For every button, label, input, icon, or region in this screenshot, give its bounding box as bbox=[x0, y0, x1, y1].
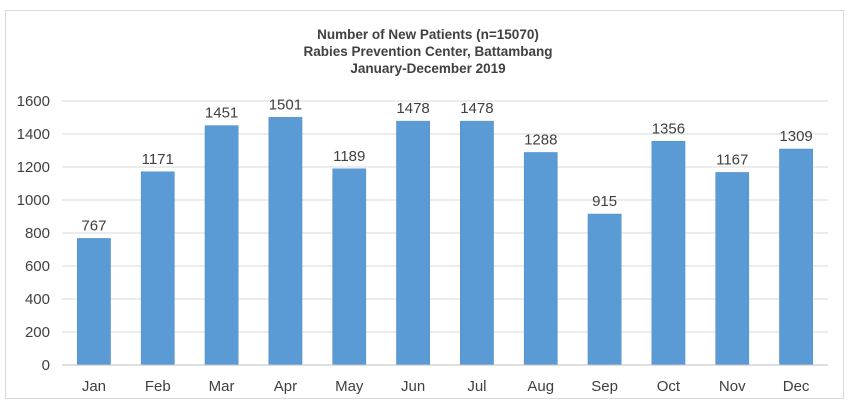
data-label: 1451 bbox=[205, 105, 238, 122]
data-label: 1356 bbox=[652, 120, 685, 137]
data-labels: 767 1171 1451 1501 1189 1478 1478 1288 915 1356 11… bbox=[81, 96, 812, 234]
bar-feb bbox=[140, 171, 175, 366]
x-tick-label: May bbox=[335, 378, 364, 395]
x-tick-label: Jun bbox=[401, 378, 425, 395]
data-label: 1478 bbox=[460, 100, 493, 117]
y-tick-label: 1200 bbox=[17, 159, 50, 176]
data-label: 1288 bbox=[524, 131, 557, 148]
x-tick-label: Nov bbox=[719, 378, 746, 395]
bar-mar bbox=[204, 125, 239, 366]
x-tick-label: Sep bbox=[591, 378, 618, 395]
y-tick-label: 600 bbox=[25, 258, 50, 275]
data-label: 767 bbox=[81, 217, 106, 234]
y-axis-tick-labels: 0 200 400 600 800 1000 1200 1400 1600 bbox=[17, 93, 50, 374]
bars bbox=[77, 117, 813, 366]
data-label: 1171 bbox=[142, 151, 174, 168]
chart-title-line-3: January-December 2019 bbox=[350, 61, 505, 76]
data-label: 1309 bbox=[779, 128, 812, 145]
chart-title-line-2: Rabies Prevention Center, Battambang bbox=[303, 44, 552, 59]
bar-aug bbox=[523, 152, 558, 366]
chart-title-line-1: Number of New Patients (n=15070) bbox=[317, 27, 539, 42]
bar-sep bbox=[587, 213, 622, 366]
y-tick-label: 1000 bbox=[17, 192, 50, 209]
y-tick-label: 1400 bbox=[17, 126, 50, 143]
bar-dec bbox=[779, 148, 813, 366]
bar-jul bbox=[460, 120, 494, 366]
x-tick-label: Feb bbox=[145, 378, 171, 395]
bar-may bbox=[332, 168, 367, 366]
y-tick-label: 0 bbox=[42, 357, 50, 374]
gridlines bbox=[62, 100, 828, 333]
data-label: 1167 bbox=[716, 151, 748, 168]
x-tick-label: Jan bbox=[82, 378, 106, 395]
x-tick-label: Mar bbox=[209, 378, 235, 395]
bar-jan bbox=[77, 238, 111, 366]
data-label: 1501 bbox=[269, 96, 302, 113]
y-tick-label: 400 bbox=[25, 291, 50, 308]
data-label: 1478 bbox=[396, 100, 429, 117]
bar-jun bbox=[396, 120, 430, 366]
x-axis-tick-labels: Jan Feb Mar Apr May Jun Jul Aug Sep Oct Nov Dec bbox=[82, 378, 810, 395]
data-label: 1189 bbox=[333, 148, 365, 165]
bar-nov bbox=[715, 172, 750, 366]
y-tick-label: 800 bbox=[25, 225, 50, 242]
y-tick-label: 200 bbox=[25, 324, 50, 341]
x-tick-label: Oct bbox=[657, 378, 681, 395]
bar-apr bbox=[268, 117, 303, 366]
y-tick-label: 1600 bbox=[17, 93, 50, 110]
x-tick-label: Jul bbox=[467, 378, 486, 395]
x-tick-label: Dec bbox=[783, 378, 810, 395]
x-tick-label: Apr bbox=[274, 378, 297, 395]
x-tick-label: Aug bbox=[527, 378, 554, 395]
bar-oct bbox=[651, 141, 686, 366]
data-label: 915 bbox=[592, 193, 617, 210]
